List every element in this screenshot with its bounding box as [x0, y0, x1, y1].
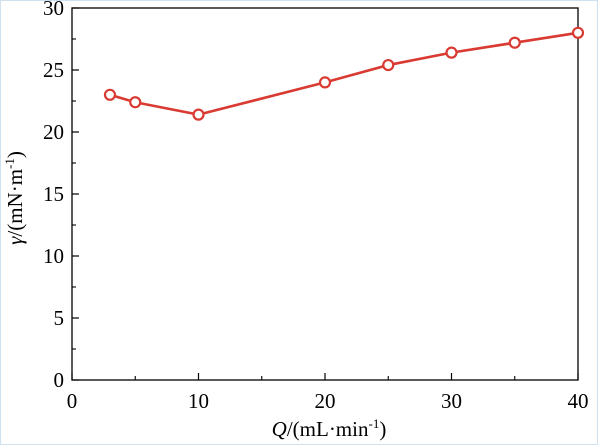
x-axis-symbol: Q — [272, 417, 287, 441]
y-axis-ticks: 0 5 10 15 20 25 30 — [43, 0, 79, 392]
y-tick-label: 20 — [43, 120, 64, 144]
data-point — [103, 88, 117, 101]
y-axis-symbol: γ — [3, 236, 27, 245]
y-tick-label: 30 — [43, 0, 64, 20]
y-tick-label: 0 — [54, 368, 65, 392]
y-axis-unit: /(mN·m — [3, 169, 27, 237]
y-axis-title: γ/(mN·m-1) — [2, 151, 27, 245]
y-tick-label: 15 — [43, 182, 64, 206]
x-tick-label: 30 — [441, 389, 462, 413]
x-axis-title: Q/(mL·min-1) — [272, 416, 387, 441]
data-point — [382, 58, 395, 72]
y-axis-unit-close: ) — [3, 151, 27, 158]
data-point — [571, 26, 585, 39]
axes-box — [71, 7, 579, 381]
x-axis-unit-close: ) — [379, 417, 386, 441]
y-tick-label: 5 — [54, 306, 65, 330]
data-point — [508, 36, 521, 49]
series-layer — [103, 26, 585, 121]
data-point — [129, 96, 142, 109]
series-line — [109, 31, 579, 116]
x-tick-label: 20 — [315, 389, 336, 413]
data-point — [192, 108, 205, 121]
x-tick-label: 0 — [67, 389, 78, 413]
y-tick-label: 10 — [43, 244, 64, 268]
x-tick-label: 40 — [568, 389, 589, 413]
data-point — [445, 46, 458, 59]
x-axis-unit-exponent: -1 — [368, 416, 379, 431]
data-point — [318, 76, 332, 89]
y-tick-label: 25 — [43, 58, 64, 82]
x-axis-ticks: 0 10 20 30 40 — [67, 373, 589, 413]
plot-area — [71, 7, 579, 381]
y-axis-unit-exponent: -1 — [2, 158, 17, 169]
x-tick-label: 10 — [188, 389, 209, 413]
x-axis-unit: /(mL·min — [287, 417, 369, 441]
